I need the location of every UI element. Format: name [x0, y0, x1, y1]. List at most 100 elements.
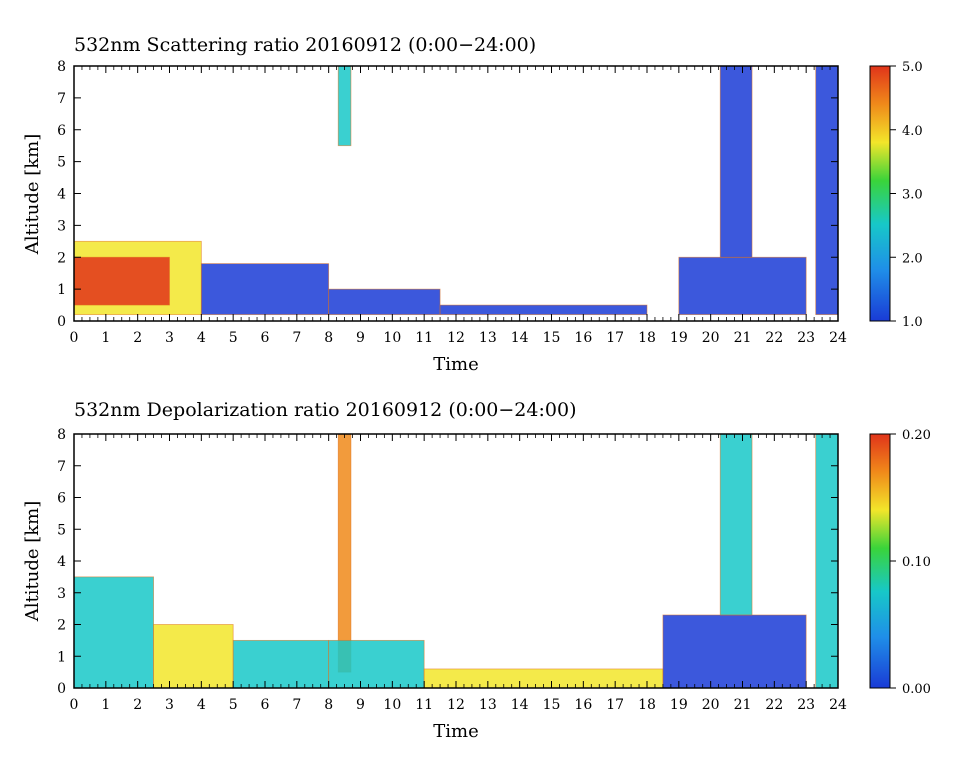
- x-tick-label: 13: [479, 697, 497, 713]
- x-tick-label: 3: [165, 330, 174, 346]
- x-tick-label: 12: [447, 697, 465, 713]
- x-tick-label: 15: [543, 330, 561, 346]
- x-axis-label: Time: [433, 354, 478, 375]
- colorbar-ticks: 0.00 0.10 0.20: [890, 428, 931, 697]
- y-tick-label: 3: [57, 586, 66, 602]
- x-tick-label: 7: [292, 330, 301, 346]
- y-tick-label: 0: [57, 314, 66, 330]
- x-tick-label: 19: [670, 330, 688, 346]
- x-tick-label: 4: [197, 697, 206, 713]
- y-tick-label: 2: [57, 250, 66, 266]
- heatmap-cell: [815, 66, 838, 315]
- x-tick-label: 20: [702, 330, 720, 346]
- x-tick-label: 16: [574, 330, 592, 346]
- x-tick-label: 23: [797, 330, 815, 346]
- colorbar-tick-label: 5.0: [902, 60, 923, 75]
- heatmap-cell-edge: [337, 66, 352, 147]
- x-tick-label: 0: [70, 697, 79, 713]
- heatmap-cell: [201, 263, 329, 315]
- x-tick-label: 24: [829, 330, 847, 346]
- heatmap-cell: [338, 66, 351, 146]
- heatmap-cell-edge: [815, 66, 838, 316]
- colorbar-tick-label: 4.0: [902, 124, 923, 139]
- y-tick-label: 1: [57, 282, 66, 298]
- x-tick-label: 16: [574, 697, 592, 713]
- scattering-ratio-panel: 532nm Scattering ratio 20160912 (0:00−24…: [22, 34, 923, 375]
- colorbar-tick-label: 2.0: [902, 251, 923, 266]
- y-tick-label: 6: [57, 123, 66, 139]
- colorbar: [869, 65, 891, 322]
- heatmap-cell: [74, 576, 154, 688]
- x-tick-label: 15: [543, 697, 561, 713]
- heatmap-cell-edge: [328, 288, 441, 316]
- heatmap-cell: [328, 289, 441, 315]
- colorbar-ticks: 1.0 2.0 3.0 4.0 5.0: [890, 60, 923, 330]
- colorbar-tick-label: 0.20: [902, 428, 931, 443]
- heatmap-cell: [662, 614, 807, 688]
- heatmap-cell: [440, 305, 647, 315]
- x-tick-label: 5: [229, 330, 238, 346]
- x-tick-label: 22: [765, 697, 783, 713]
- heatmap-cell: [74, 257, 170, 306]
- y-tick-label: 5: [57, 155, 66, 171]
- colorbar-tick-label: 0.10: [902, 555, 931, 570]
- x-tick-label: 10: [383, 330, 401, 346]
- x-tick-label: 18: [638, 330, 656, 346]
- x-tick-label: 22: [765, 330, 783, 346]
- heatmap-cell: [153, 624, 234, 688]
- colorbar-tick-label: 1.0: [902, 315, 923, 330]
- x-axis-label: Time: [433, 721, 478, 742]
- x-tick-label: 21: [734, 330, 752, 346]
- y-tick-label: 8: [57, 59, 66, 75]
- y-tick-label: 2: [57, 618, 66, 634]
- x-tick-label: 23: [797, 697, 815, 713]
- y-tick-label: 4: [57, 187, 66, 203]
- heatmap-cell: [338, 434, 351, 673]
- y-tick-label: 5: [57, 522, 66, 538]
- x-tick-label: 17: [606, 697, 624, 713]
- heatmap-cell-edge: [815, 434, 838, 688]
- x-tick-label: 8: [324, 697, 333, 713]
- y-axis-ticks: 0 1 2 3 4 5 6 7 8: [57, 59, 838, 330]
- x-tick-label: 7: [292, 697, 301, 713]
- y-tick-label: 8: [57, 427, 66, 443]
- y-tick-label: 3: [57, 218, 66, 234]
- x-axis-ticks: 0 1 2 3 4 5 6 7 8 9 10 11 12 13 14 15 16 17 18 19 20 21 22 23 24: [70, 434, 847, 713]
- x-tick-label: 6: [261, 697, 270, 713]
- heatmap-cell: [328, 640, 425, 688]
- x-tick-label: 10: [383, 697, 401, 713]
- heatmap-cell: [233, 640, 329, 688]
- x-tick-label: 2: [133, 330, 142, 346]
- y-tick-label: 0: [57, 681, 66, 697]
- y-tick-label: 6: [57, 491, 66, 507]
- y-tick-label: 1: [57, 649, 66, 665]
- colorbar: [869, 433, 891, 689]
- heatmap-cell-edge: [439, 304, 648, 316]
- y-tick-label: 4: [57, 554, 66, 570]
- scattering-heatmap: [74, 66, 838, 316]
- y-tick-label: 7: [57, 91, 66, 107]
- depolarization-ratio-panel: 532nm Depolarization ratio 20160912 (0:0…: [22, 399, 931, 742]
- x-tick-label: 14: [511, 697, 529, 713]
- x-axis-ticks: 0 1 2 3 4 5 6 7 8 9 10 11 12 13 14 15 16 17 18 19 20 21 22 23 24: [70, 66, 847, 346]
- x-tick-label: 13: [479, 330, 497, 346]
- heatmap-cell: [720, 66, 753, 258]
- colorbar-tick-label: 0.00: [902, 682, 931, 697]
- x-tick-label: 18: [638, 697, 656, 713]
- x-tick-label: 1: [101, 697, 110, 713]
- x-tick-label: 0: [70, 330, 79, 346]
- x-tick-label: 17: [606, 330, 624, 346]
- x-tick-label: 5: [229, 697, 238, 713]
- y-axis-ticks: 0 1 2 3 4 5 6 7 8: [57, 427, 838, 697]
- x-tick-label: 6: [261, 330, 270, 346]
- x-tick-label: 2: [133, 697, 142, 713]
- y-tick-label: 7: [57, 459, 66, 475]
- y-axis-label: Altitude [km]: [22, 134, 43, 256]
- x-tick-label: 14: [511, 330, 529, 346]
- x-tick-label: 24: [829, 697, 847, 713]
- x-tick-label: 20: [702, 697, 720, 713]
- x-tick-label: 3: [165, 697, 174, 713]
- x-tick-label: 9: [356, 330, 365, 346]
